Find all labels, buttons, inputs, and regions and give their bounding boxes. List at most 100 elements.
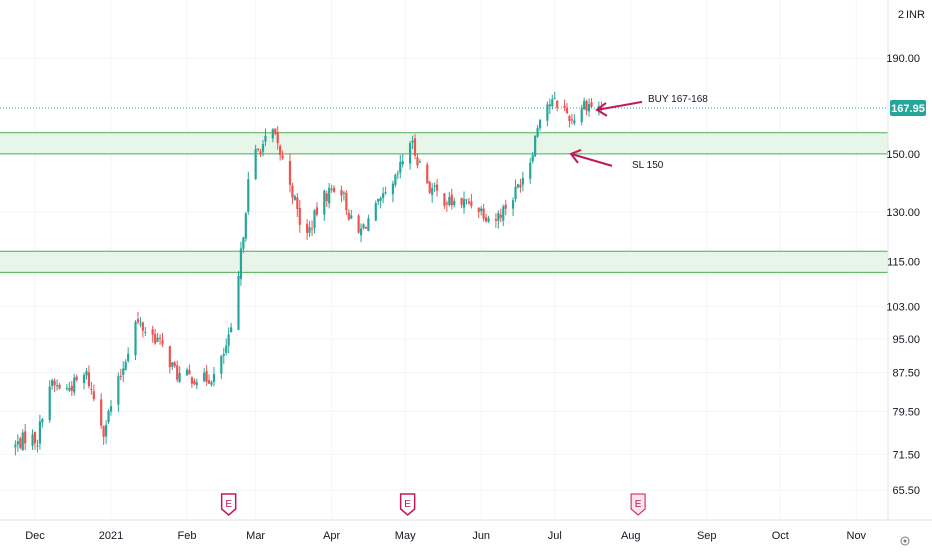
earnings-flag-icon	[399, 493, 416, 516]
candle	[122, 361, 125, 383]
candle	[431, 183, 434, 203]
time-tick-label: 2021	[99, 530, 123, 542]
time-tick-label: Apr	[323, 530, 340, 542]
price-tick-label: 115.00	[887, 257, 920, 269]
candle	[482, 204, 485, 222]
earnings-marker[interactable]: E	[630, 493, 646, 516]
earnings-label: E	[635, 499, 642, 510]
earnings-marker[interactable]: E	[220, 493, 237, 516]
candle	[210, 380, 213, 387]
candle	[565, 103, 569, 114]
candle	[306, 219, 309, 240]
candle	[413, 134, 417, 160]
buy-arrowhead-icon	[595, 102, 608, 117]
candle	[244, 211, 247, 242]
candle	[154, 328, 157, 345]
candle	[38, 414, 42, 450]
candle	[435, 179, 439, 197]
candle	[394, 173, 397, 188]
candle	[239, 241, 243, 286]
candle	[401, 153, 404, 168]
candle	[31, 429, 34, 451]
candle	[362, 223, 365, 230]
candle	[460, 197, 463, 209]
candle	[242, 236, 245, 254]
candle	[408, 140, 412, 170]
buy-arrow-icon	[596, 100, 643, 111]
candle	[428, 180, 431, 195]
candle	[529, 157, 532, 184]
candle	[274, 128, 277, 136]
candle	[521, 171, 524, 192]
support-zone	[0, 132, 888, 154]
candle	[225, 338, 228, 356]
candle	[279, 144, 282, 161]
candle	[271, 128, 274, 143]
time-tick-label: May	[395, 530, 416, 542]
candle	[141, 321, 144, 338]
candle	[573, 114, 576, 126]
candle	[51, 378, 54, 390]
time-axis[interactable]: Dec 2021 Feb Mar Apr May Jun Jul Aug Sep Oct Nov	[25, 530, 866, 542]
candle	[161, 332, 164, 348]
candle	[411, 135, 414, 150]
price-axis[interactable]: 190.00 150.00 130.00 115.00 103.00 95.00 87.50…	[886, 53, 920, 497]
candle	[418, 159, 422, 163]
candle	[203, 367, 206, 383]
candle	[310, 220, 314, 236]
currency-label: INR	[906, 9, 925, 21]
candle	[504, 199, 507, 216]
candle	[359, 223, 363, 243]
scale-label: 2	[898, 9, 904, 21]
candle	[340, 185, 343, 203]
candle	[511, 197, 515, 217]
candle	[90, 381, 93, 395]
candle	[399, 154, 402, 179]
candle	[563, 99, 566, 112]
candle	[14, 440, 17, 456]
candle	[16, 434, 19, 452]
candle	[296, 193, 299, 217]
candle	[65, 384, 68, 391]
earnings-flag-icon	[630, 493, 646, 516]
earnings-label: E	[225, 499, 232, 510]
buy-annotation-label: BUY 167-168	[648, 94, 708, 105]
candle	[136, 311, 140, 325]
annotations-layer: BUY 167-168 SL 150	[569, 94, 708, 171]
candle	[158, 334, 162, 345]
candle	[82, 372, 86, 390]
candle	[291, 182, 294, 204]
candle	[332, 185, 336, 194]
time-tick-label: Jul	[548, 530, 562, 542]
candle	[24, 424, 27, 450]
candles-layer	[14, 91, 603, 456]
candle	[70, 380, 73, 396]
sl-annotation: SL 150	[569, 148, 664, 171]
candle	[590, 98, 593, 108]
earnings-marker[interactable]: E	[399, 493, 416, 516]
candle	[151, 325, 154, 343]
candle	[502, 204, 505, 227]
candle	[477, 207, 480, 219]
candle	[443, 193, 446, 209]
time-tick-label: Aug	[621, 530, 641, 542]
candle	[450, 188, 453, 210]
candle	[516, 183, 520, 189]
time-axis-settings-icon[interactable]	[900, 536, 910, 546]
candle	[41, 417, 44, 428]
sl-arrow-icon	[570, 152, 613, 167]
candle	[538, 118, 542, 131]
candle	[259, 148, 262, 158]
candle	[190, 376, 194, 388]
candle	[445, 200, 448, 212]
candle	[237, 271, 240, 331]
time-tick-label: Feb	[178, 530, 197, 542]
last-price-badge: 167.95	[890, 100, 926, 117]
candle	[548, 98, 551, 115]
candle	[531, 151, 534, 164]
support-zone	[0, 251, 888, 273]
candle	[168, 345, 171, 374]
